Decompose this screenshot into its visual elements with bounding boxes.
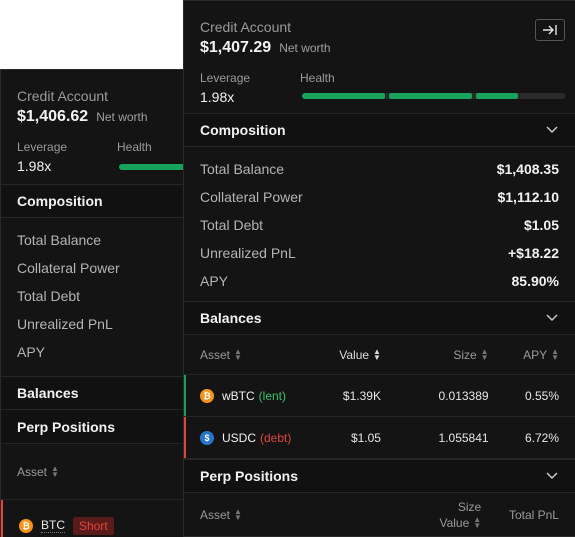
chevron-down-icon[interactable] <box>545 469 559 483</box>
perp-table-header: Asset ▲ ▼ Size Value ▲ ▼ Total PnL <box>184 493 575 536</box>
asset-column-header[interactable]: Asset ▲ ▼ <box>200 507 242 523</box>
panel-title: Credit Account <box>200 19 292 35</box>
composition-row: Collateral Power $1,112.10 <box>184 183 575 211</box>
apy-column-header[interactable]: APY ▲ ▼ <box>523 347 560 363</box>
composition-section-header[interactable]: Composition <box>184 113 575 147</box>
net-worth-label: Net worth <box>96 110 148 124</box>
health-seg <box>302 93 386 99</box>
short-badge: Short <box>73 516 114 535</box>
size-column-header[interactable]: Size ▲ ▼ <box>453 347 489 363</box>
perp-asset: BTC <box>41 518 65 533</box>
size-value-column-header[interactable]: Size Value ▲ ▼ <box>439 499 482 531</box>
health-seg <box>389 93 473 99</box>
composition-list: Total Balance $1,408.35 Collateral Power… <box>184 147 575 301</box>
asset-header[interactable]: Asset ▲ ▼ <box>17 464 59 480</box>
health-label: Health <box>300 71 335 85</box>
sort-icon: ▲ ▼ <box>234 507 242 523</box>
sort-icon: ▲ ▼ <box>234 347 242 363</box>
leverage-label: Leverage <box>200 71 251 85</box>
balance-symbol: USDC <box>222 430 257 445</box>
composition-label: APY <box>200 273 229 289</box>
composition-label: Total Balance <box>200 161 285 177</box>
composition-label: APY <box>17 344 46 360</box>
collapse-icon <box>543 25 557 35</box>
composition-row: Total Debt $1.05 <box>184 211 575 239</box>
lent-tag: (lent) <box>258 388 287 403</box>
balance-row[interactable]: ₿ wBTC (lent) $1.39K 0.013389 0.55% <box>184 375 575 417</box>
health-bar <box>302 93 565 99</box>
composition-section-header[interactable]: Composition <box>1 184 199 218</box>
leverage-label: Leverage <box>17 140 68 154</box>
composition-label: Total Debt <box>200 217 264 233</box>
perp-table-header: Asset ▲ ▼ <box>1 444 199 500</box>
composition-label: Collateral Power <box>200 189 303 205</box>
value-column-header[interactable]: Value ▲ ▼ <box>339 347 381 363</box>
perp-section-header[interactable]: Perp Positions <box>184 459 575 493</box>
composition-row: Unrealized PnL +$18.22 <box>184 239 575 267</box>
composition-label: Collateral Power <box>17 260 120 276</box>
net-worth-value: $1,406.62 <box>17 108 89 125</box>
sort-desc-icon: ▲ ▼ <box>373 347 381 363</box>
perp-section-header[interactable]: Perp Positions <box>1 410 199 444</box>
composition-value: 85.90% <box>511 273 559 289</box>
sort-icon: ▲ ▼ <box>480 347 489 363</box>
credit-account-panel-front: Credit Account $1,407.29 Net worth Lever… <box>183 0 575 537</box>
health-label: Health <box>117 140 152 154</box>
leverage-value: 1.98x <box>17 158 52 174</box>
composition-row: Total Balance $1,408.35 <box>184 155 575 183</box>
balances-title: Balances <box>200 310 262 326</box>
balance-row[interactable]: $ USDC (debt) $1.05 1.055841 6.72% <box>184 417 575 459</box>
composition-value: $1,408.35 <box>496 161 559 177</box>
total-pnl-column-header[interactable]: Total PnL <box>508 507 559 522</box>
perp-title: Perp Positions <box>200 468 299 484</box>
net-worth-value: $1,407.29 <box>200 39 272 56</box>
debt-tag: (debt) <box>260 430 292 445</box>
composition-value: $1.05 <box>523 217 559 233</box>
sort-icon: ▲ ▼ <box>51 464 59 480</box>
balances-section-header[interactable]: Balances <box>1 376 199 410</box>
composition-label: Unrealized PnL <box>200 245 296 261</box>
collapse-panel-button[interactable] <box>535 19 565 41</box>
leverage-value: 1.98x <box>200 89 235 105</box>
asset-column-header[interactable]: Asset ▲ ▼ <box>200 347 242 363</box>
health-bar <box>119 164 189 170</box>
composition-label: Total Balance <box>17 232 102 248</box>
sort-icon: ▲ ▼ <box>551 347 560 363</box>
composition-title: Composition <box>17 193 103 209</box>
health-seg <box>476 93 518 99</box>
balance-apy: 6.72% <box>524 430 560 445</box>
health-bar-fill <box>302 93 562 99</box>
btc-icon: ₿ <box>19 518 33 533</box>
composition-title: Composition <box>200 122 286 138</box>
balance-size: 0.013389 <box>438 388 489 403</box>
composition-value: $1,112.10 <box>497 189 559 205</box>
balance-size: 1.055841 <box>438 430 489 445</box>
usdc-icon: $ <box>200 430 214 445</box>
balances-section-header[interactable]: Balances <box>184 301 575 335</box>
balances-table-header: Asset ▲ ▼ Value ▲ ▼ Size ▲ ▼ APY ▲ ▼ <box>184 335 575 375</box>
chevron-down-icon[interactable] <box>545 123 559 137</box>
balance-value: $1.39K <box>342 388 381 403</box>
composition-value: +$18.22 <box>508 245 559 261</box>
perp-row[interactable]: ₿ BTC Short <box>1 500 199 537</box>
composition-row: APY 85.90% <box>184 267 575 295</box>
chevron-down-icon[interactable] <box>545 311 559 325</box>
sort-icon: ▲ ▼ <box>473 515 482 531</box>
balances-title: Balances <box>17 385 79 401</box>
composition-label: Unrealized PnL <box>17 316 113 332</box>
panel-title: Credit Account <box>17 88 109 104</box>
balance-apy: 0.55% <box>524 388 560 403</box>
credit-account-panel-back: Credit Account $1,406.62 Net worth Lever… <box>0 69 200 537</box>
composition-label: Total Debt <box>17 288 81 304</box>
balance-symbol: wBTC <box>222 388 255 403</box>
composition-list: Total Balance Collateral Power Total Deb… <box>1 218 199 366</box>
balance-value: $1.05 <box>350 430 381 445</box>
perp-title: Perp Positions <box>17 418 116 435</box>
net-worth-label: Net worth <box>279 41 331 55</box>
btc-icon: ₿ <box>200 388 214 403</box>
